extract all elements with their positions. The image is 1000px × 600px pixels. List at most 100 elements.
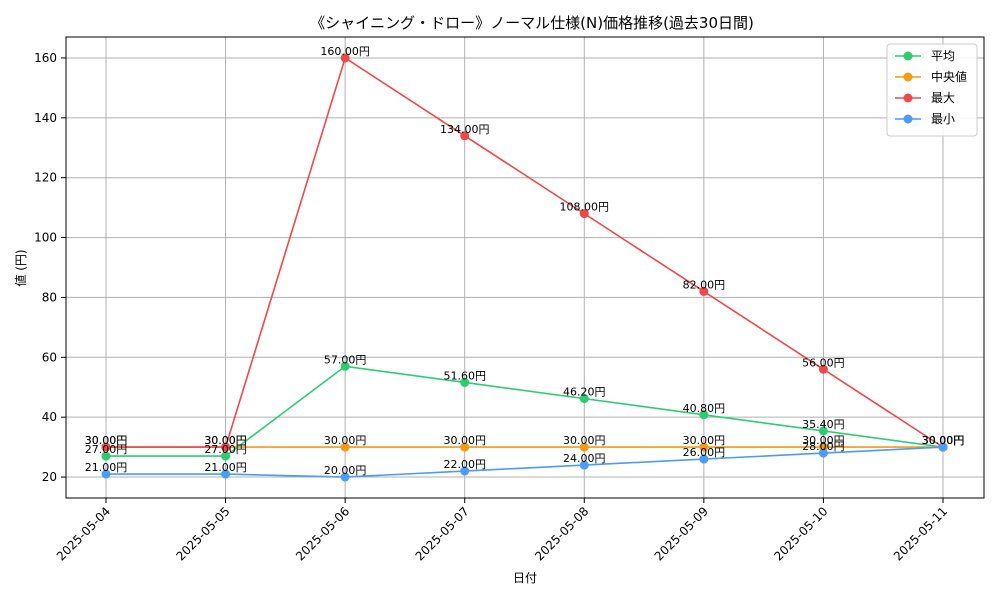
y-tick-label: 140	[34, 111, 57, 125]
y-axis: 20 40 60 80 100 120 140 160	[34, 51, 66, 484]
data-label: 56.00円	[802, 356, 845, 369]
legend-label: 中央値	[931, 69, 967, 84]
data-label: 24.00円	[563, 452, 606, 465]
data-point	[818, 448, 828, 458]
data-point	[101, 451, 111, 461]
data-label: 30.00円	[324, 434, 367, 447]
data-point	[579, 394, 589, 404]
y-axis-label: 値 (円)	[13, 249, 28, 286]
data-point	[699, 410, 709, 420]
data-point	[221, 469, 231, 479]
data-label: 30.00円	[85, 434, 128, 447]
data-point	[938, 442, 948, 452]
data-label: 30.00円	[802, 434, 845, 447]
y-tick-label: 100	[34, 231, 57, 245]
y-tick-label: 20	[42, 470, 57, 484]
data-label: 26.00円	[683, 446, 726, 459]
legend-box	[886, 43, 978, 137]
data-label: 134.00円	[440, 123, 490, 136]
y-tick-label: 120	[34, 171, 57, 185]
data-point	[340, 361, 350, 371]
x-tick-label: 2025-05-07	[413, 504, 472, 563]
x-axis-label: 日付	[513, 571, 537, 585]
series-3	[101, 53, 948, 452]
legend-swatch-marker	[903, 114, 913, 124]
x-tick-label: 2025-05-11	[891, 504, 950, 563]
series-line	[106, 365, 944, 457]
data-label: 30.00円	[563, 434, 606, 447]
data-point	[579, 442, 589, 452]
series-layer	[101, 53, 948, 482]
y-tick-label: 60	[42, 350, 57, 364]
data-point	[460, 442, 470, 452]
data-label: 30.00円	[922, 434, 965, 447]
data-label: 30.00円	[204, 434, 247, 447]
data-label: 28.00円	[802, 440, 845, 453]
data-point	[699, 454, 709, 464]
legend-item: 平均	[895, 49, 955, 63]
data-label: 30.00円	[683, 434, 726, 447]
x-tick-label: 2025-05-09	[652, 504, 711, 563]
data-label: 30.00円	[922, 434, 965, 447]
y-tick-label: 80	[42, 290, 57, 304]
data-label: 20.00円	[324, 464, 367, 477]
data-label: 51.60円	[443, 369, 486, 382]
data-point	[340, 472, 350, 482]
data-label: 40.80円	[683, 402, 726, 415]
data-point	[579, 209, 589, 219]
x-tick-label: 2025-05-08	[532, 504, 591, 563]
data-point	[101, 442, 111, 452]
data-point	[699, 442, 709, 452]
x-tick-label: 2025-05-04	[54, 504, 113, 563]
data-point	[579, 460, 589, 470]
data-point	[340, 442, 350, 452]
legend-label: 最大	[931, 91, 955, 105]
series-line	[106, 446, 944, 478]
data-label: 21.00円	[85, 461, 128, 474]
data-point	[460, 131, 470, 141]
data-point	[460, 466, 470, 476]
series-4	[101, 442, 948, 482]
legend-item: 最小	[895, 112, 955, 126]
data-label: 27.00円	[85, 443, 128, 456]
legend-label: 最小	[931, 112, 955, 126]
legend-label: 平均	[931, 49, 955, 63]
data-label: 21.00円	[204, 461, 247, 474]
data-point	[699, 286, 709, 296]
y-tick-label: 40	[42, 410, 57, 424]
data-point	[101, 469, 111, 479]
data-label: 160.00円	[320, 45, 370, 58]
y-tick-label: 160	[34, 51, 57, 65]
data-point	[221, 442, 231, 452]
legend-item: 中央値	[895, 69, 967, 84]
data-labels: 27.00円 27.00円 57.00円 51.60円 46.20円 40.80円 35.4…	[85, 45, 965, 477]
data-point	[221, 451, 231, 461]
data-point	[340, 53, 350, 63]
data-label: 30.00円	[922, 434, 965, 447]
data-label: 22.00円	[443, 458, 486, 471]
data-point	[818, 426, 828, 436]
legend-swatch-marker	[903, 51, 913, 61]
data-point	[460, 377, 470, 387]
data-label: 27.00円	[204, 443, 247, 456]
series-line	[106, 56, 944, 448]
x-tick-label: 2025-05-10	[771, 504, 830, 563]
data-label: 30.00円	[922, 434, 965, 447]
x-tick-label: 2025-05-06	[293, 504, 352, 563]
data-label: 57.00円	[324, 353, 367, 366]
data-label: 30.00円	[85, 434, 128, 447]
x-axis: 2025-05-04 2025-05-05 2025-05-06 2025-05-07…	[54, 498, 950, 563]
legend-swatch-marker	[903, 72, 913, 82]
x-tick-label: 2025-05-05	[173, 504, 232, 563]
data-label: 82.00円	[683, 278, 726, 291]
data-label: 35.40円	[802, 418, 845, 431]
data-label: 30.00円	[204, 434, 247, 447]
data-label: 30.00円	[443, 434, 486, 447]
data-point	[818, 364, 828, 374]
plot-frame	[65, 36, 985, 499]
chart-title: 《シャイニング・ドロー》ノーマル仕様(N)価格推移(過去30日間)	[310, 14, 754, 32]
data-label: 108.00円	[560, 201, 610, 214]
legend-swatch-marker	[903, 93, 913, 103]
